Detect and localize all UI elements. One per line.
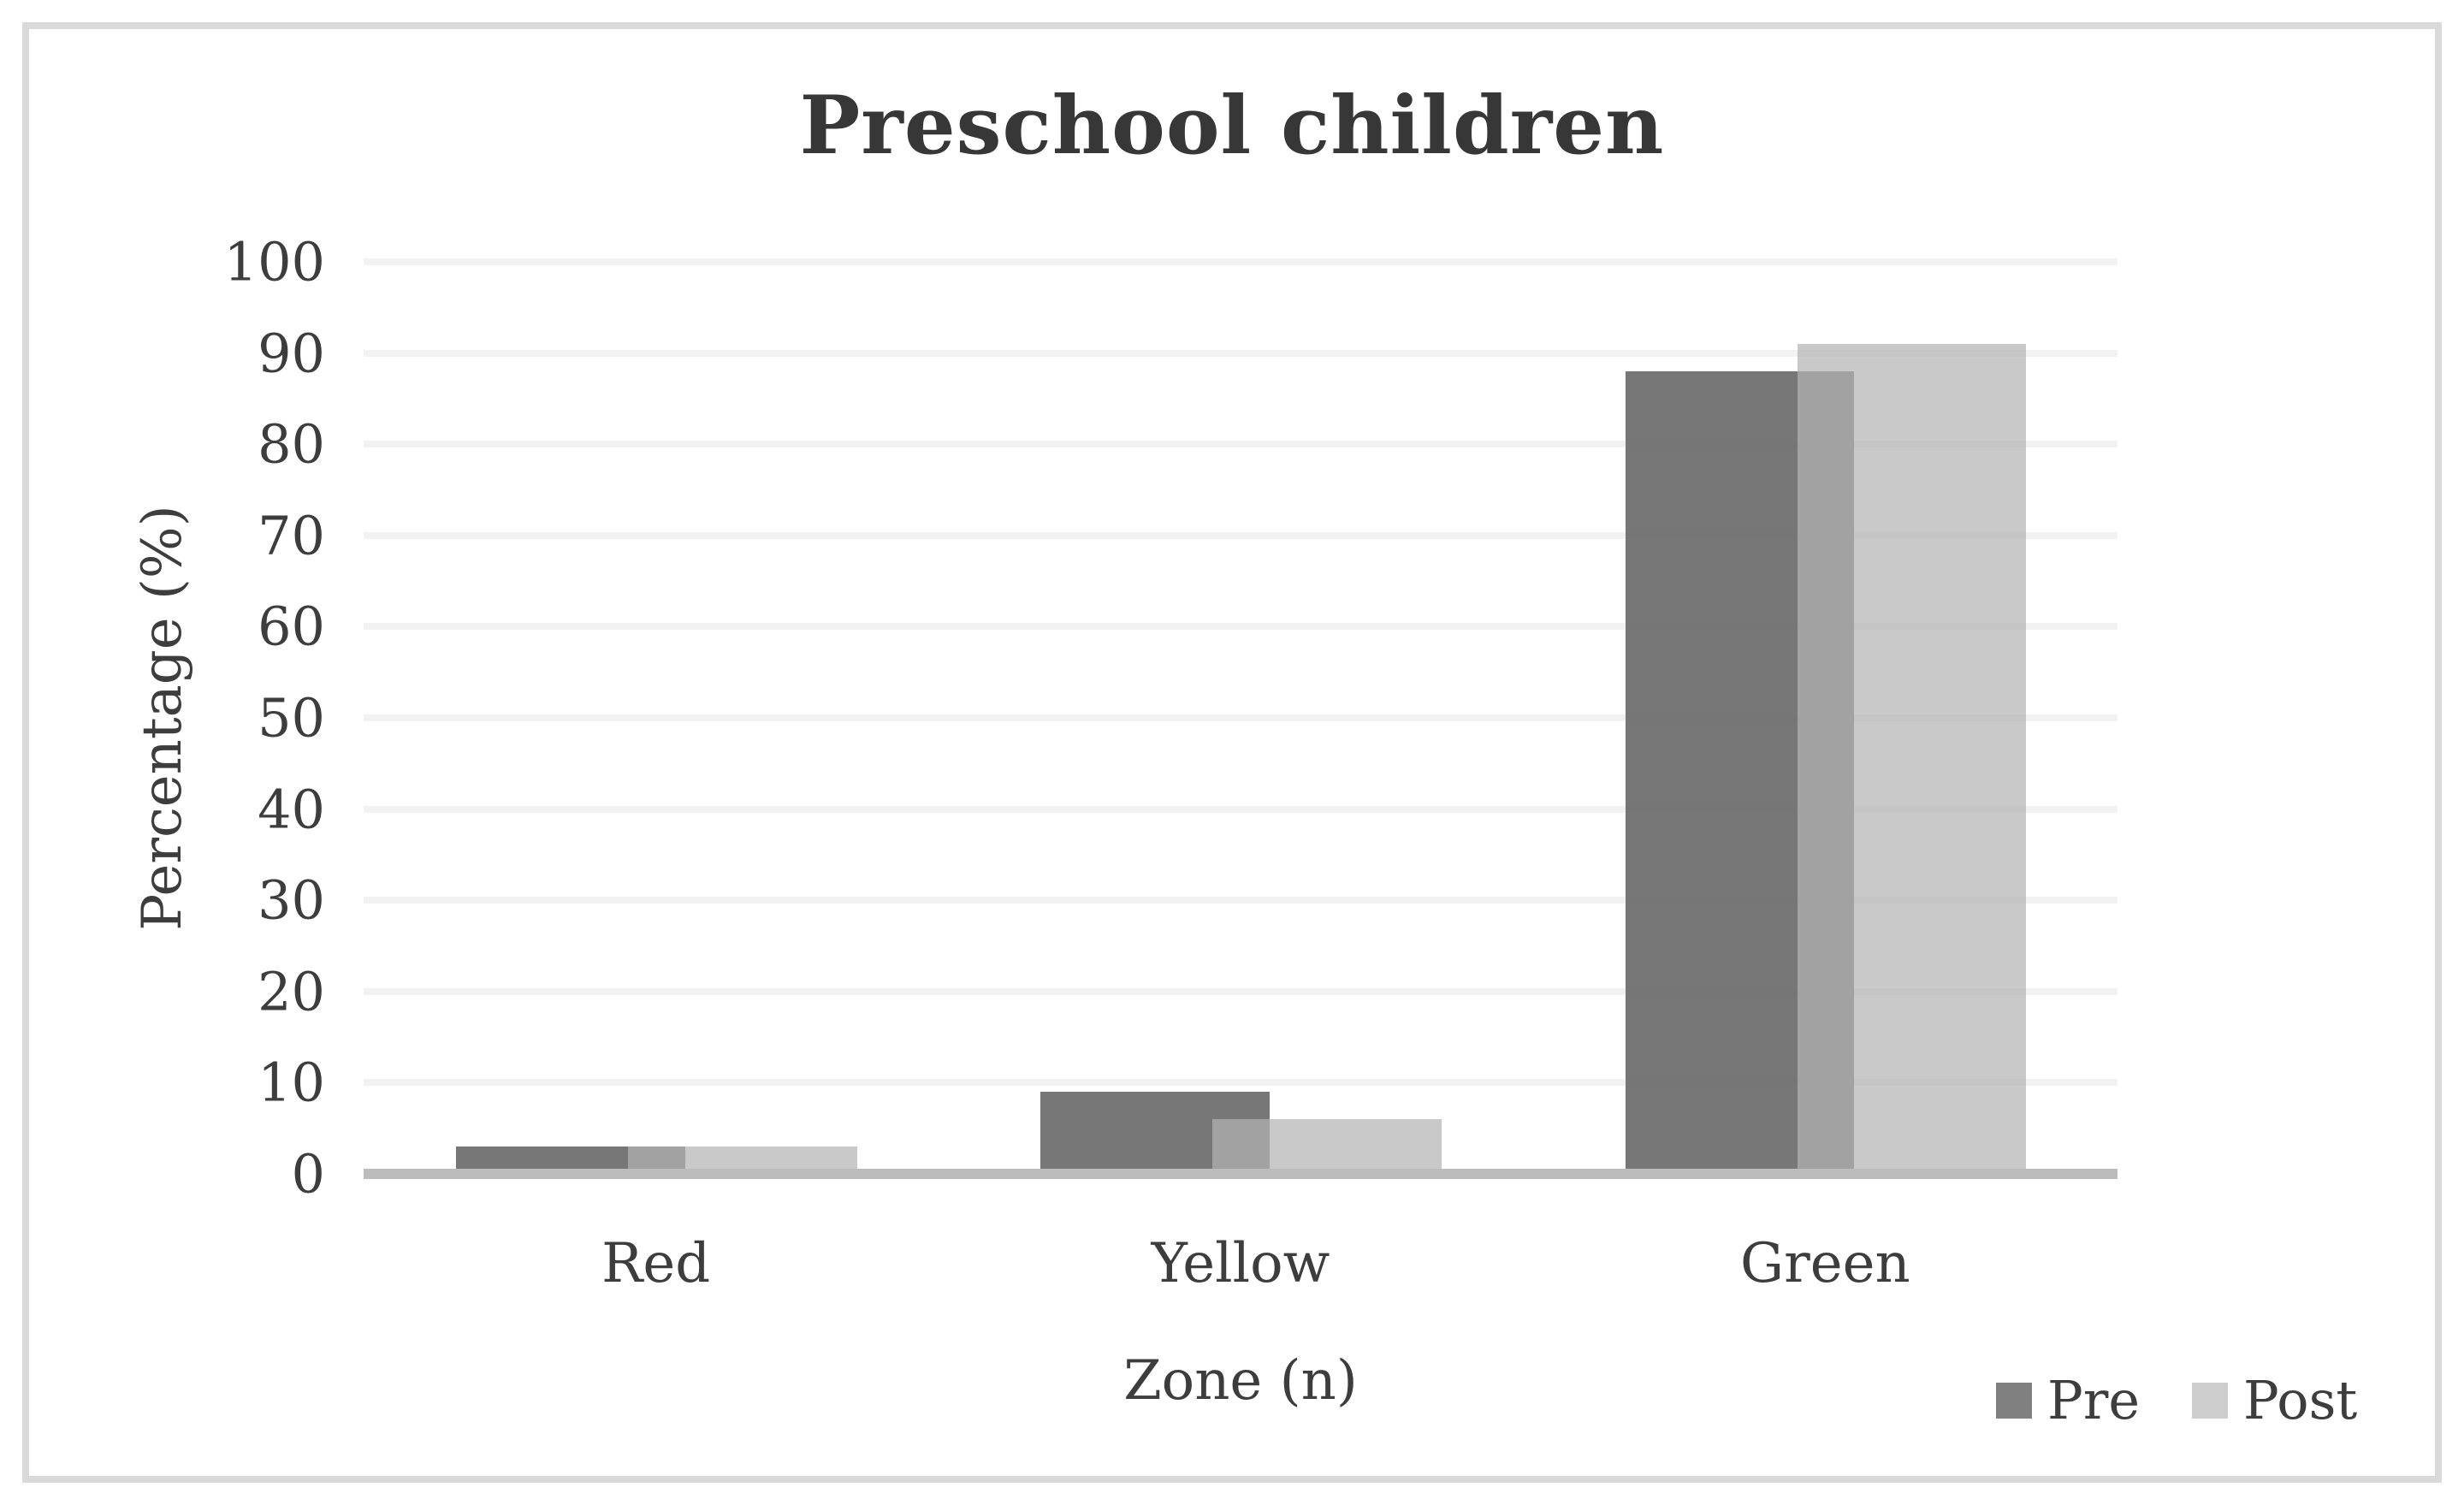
legend-item-pre: Pre — [1996, 1374, 2140, 1427]
x-axis-line — [364, 1169, 2118, 1179]
y-tick-label-20: 20 — [258, 960, 325, 1023]
gridline-60 — [364, 623, 2118, 631]
y-tick-label-80: 80 — [258, 412, 325, 476]
x-axis-title: Zone (n) — [1123, 1349, 1358, 1413]
gridline-80 — [364, 441, 2118, 448]
legend: Pre Post — [1996, 1374, 2357, 1427]
bar-post-yellow — [1212, 1119, 1442, 1174]
legend-swatch-post — [2192, 1383, 2229, 1419]
gridline-20 — [364, 987, 2118, 995]
x-tick-label-red: Red — [601, 1232, 711, 1295]
gridline-30 — [364, 897, 2118, 904]
bar-post-green — [1797, 343, 2027, 1174]
y-tick-label-40: 40 — [258, 778, 325, 841]
y-tick-label-10: 10 — [258, 1051, 325, 1114]
y-tick-label-0: 0 — [291, 1142, 325, 1206]
gridline-90 — [364, 349, 2118, 357]
plot-area — [364, 258, 2118, 1179]
gridline-40 — [364, 805, 2118, 813]
y-tick-label-30: 30 — [258, 868, 325, 932]
y-tick-label-60: 60 — [258, 595, 325, 658]
y-axis-ticks: 0 10 20 30 40 50 60 70 80 90 100 — [0, 0, 325, 1505]
gridline-10 — [364, 1079, 2118, 1087]
figure-frame — [22, 22, 2442, 1483]
legend-swatch-pre — [1996, 1383, 2032, 1419]
chart-title: Preschool children — [799, 79, 1665, 173]
legend-item-post: Post — [2192, 1374, 2357, 1427]
x-tick-label-green: Green — [1739, 1232, 1910, 1295]
y-tick-label-90: 90 — [258, 322, 325, 385]
x-axis-ticks: Red Yellow Green — [364, 1232, 2118, 1309]
gridline-100 — [364, 258, 2118, 265]
gridline-70 — [364, 531, 2118, 539]
y-tick-label-100: 100 — [223, 230, 325, 293]
gridline-50 — [364, 714, 2118, 721]
y-tick-label-70: 70 — [258, 504, 325, 567]
legend-label-post: Post — [2243, 1369, 2358, 1431]
y-tick-label-50: 50 — [258, 686, 325, 750]
x-tick-label-yellow: Yellow — [1151, 1232, 1330, 1295]
legend-label-pre: Pre — [2047, 1369, 2141, 1431]
